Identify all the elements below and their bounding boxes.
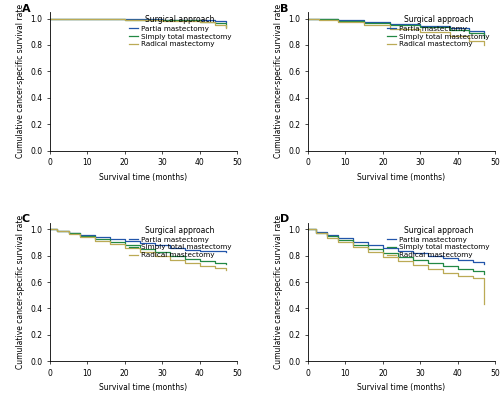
X-axis label: Survival time (months): Survival time (months) — [100, 384, 188, 393]
X-axis label: Survival time (months): Survival time (months) — [358, 173, 446, 182]
Text: D: D — [280, 214, 289, 224]
X-axis label: Survival time (months): Survival time (months) — [358, 384, 446, 393]
Y-axis label: Cumulative cancer-specific survival rate: Cumulative cancer-specific survival rate — [16, 4, 24, 158]
Y-axis label: Cumulative cancer-specific survival rate: Cumulative cancer-specific survival rate — [274, 4, 282, 158]
Legend: Partia mastectomy, Simply total mastectomy, Radical mastectomy: Partia mastectomy, Simply total mastecto… — [385, 224, 492, 260]
Text: C: C — [22, 214, 30, 224]
Legend: Partia mastectomy, Simply total mastectomy, Radical mastectomy: Partia mastectomy, Simply total mastecto… — [127, 13, 234, 50]
Legend: Partia mastectomy, Simply total mastectomy, Radical mastectomy: Partia mastectomy, Simply total mastecto… — [385, 13, 492, 50]
Text: B: B — [280, 4, 288, 13]
Y-axis label: Cumulative cancer-specific survival rate: Cumulative cancer-specific survival rate — [274, 215, 282, 369]
Y-axis label: Cumulative cancer-specific survival rate: Cumulative cancer-specific survival rate — [16, 215, 24, 369]
Legend: Partia mastectomy, Simply total mastectomy, Radical mastectomy: Partia mastectomy, Simply total mastecto… — [127, 224, 234, 260]
Text: A: A — [22, 4, 30, 13]
X-axis label: Survival time (months): Survival time (months) — [100, 173, 188, 182]
